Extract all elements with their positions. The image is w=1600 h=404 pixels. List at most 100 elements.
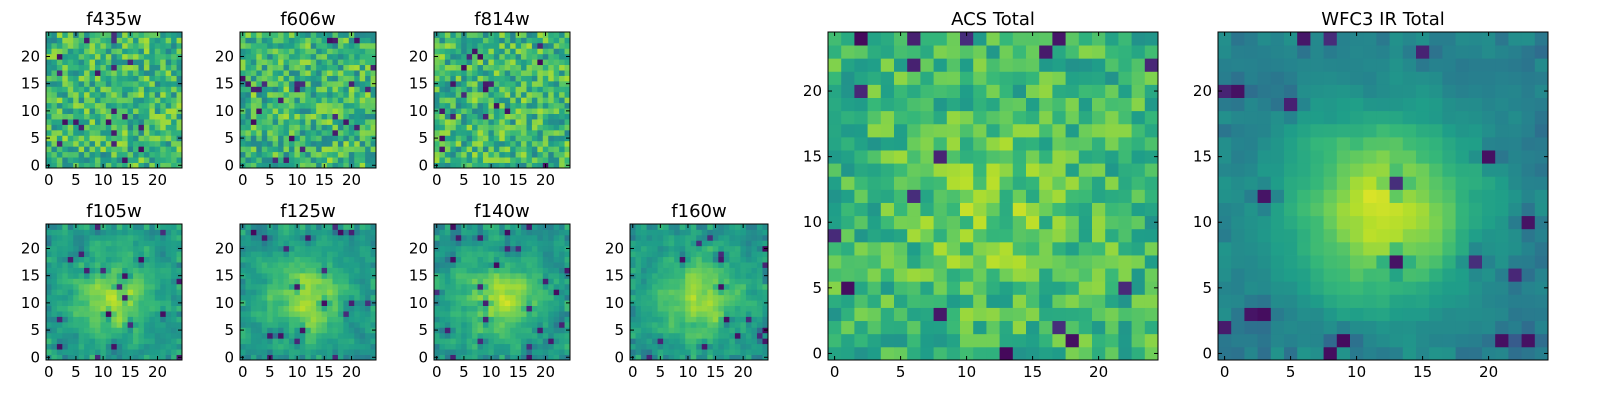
heatmap-cell [868,163,882,177]
heatmap-cell [360,32,366,38]
heatmap-cell [95,124,101,130]
heatmap-cell [171,333,177,339]
heatmap-cell [365,322,371,328]
heatmap-cell [548,70,554,76]
heatmap-cell [521,81,527,87]
heatmap-cell [494,300,500,306]
heatmap-cell [702,251,708,257]
heatmap-cell [138,124,144,130]
heatmap-cell [554,306,560,312]
heatmap-cell [106,65,112,71]
heatmap-cell [548,251,554,257]
heatmap-cell [647,273,653,279]
heatmap-cell [349,114,355,120]
heatmap-cell [322,70,328,76]
heatmap-cell [90,316,96,322]
y-tick-label: 20 [409,239,428,257]
heatmap-cell [155,273,161,279]
heatmap-cell [305,124,311,130]
heatmap-cell [300,81,306,87]
heatmap-cell [439,43,445,49]
heatmap-cell [537,54,543,60]
heatmap-cell [240,48,246,54]
heatmap-cell [526,119,532,125]
heatmap-cell [505,311,511,317]
x-tick-label: 5 [265,171,275,189]
heatmap-cell [327,54,333,60]
heatmap-cell [543,43,549,49]
heatmap-cell [526,240,532,246]
heatmap-cell [106,224,112,230]
heatmap-cell [316,157,322,163]
heatmap-cell [1013,255,1027,269]
heatmap-cell [84,92,90,98]
heatmap-cell [278,278,284,284]
heatmap-cell [149,284,155,290]
heatmap-cell [947,294,961,308]
heatmap-cell [537,311,543,317]
heatmap-cell [73,229,79,235]
heatmap-cell [461,246,467,252]
heatmap-cell [494,37,500,43]
heatmap-cell [537,300,543,306]
heatmap-cell [526,284,532,290]
heatmap-cell [100,124,106,130]
heatmap-cell [111,92,117,98]
heatmap-cell [155,37,161,43]
heatmap-cell [251,43,257,49]
heatmap-cell [713,316,719,322]
heatmap-cell [669,224,675,230]
heatmap-cell [95,278,101,284]
heatmap-cell [300,97,306,103]
heatmap-cell [652,338,658,344]
heatmap-cell [751,257,757,263]
heatmap-cell [663,349,669,355]
heatmap-cell [472,300,478,306]
heatmap-cell [641,311,647,317]
heatmap-cell [166,322,172,328]
heatmap-cell [1026,294,1040,308]
heatmap-cell [467,300,473,306]
heatmap-cell [478,262,484,268]
heatmap-cell [505,48,511,54]
heatmap-cell [696,333,702,339]
heatmap-cell [294,316,300,322]
heatmap-cell [510,157,516,163]
heatmap-cell [349,97,355,103]
x-tick-label: 15 [706,363,725,381]
heatmap-cell [79,146,85,152]
heatmap-cell [322,278,328,284]
heatmap-cell [149,289,155,295]
heatmap-cell [90,81,96,87]
heatmap-cell [505,65,511,71]
heatmap-cell [365,251,371,257]
heatmap-cell [160,295,166,301]
heatmap-cell [488,92,494,98]
heatmap-cell [499,311,505,317]
heatmap-cell [79,119,85,125]
heatmap-cell [284,278,290,284]
heatmap-cell [79,37,85,43]
heatmap-cell [854,294,868,308]
heatmap-cell [273,327,279,333]
heatmap-cell [316,59,322,65]
heatmap-cell [652,300,658,306]
heatmap-cell [311,141,317,147]
heatmap-cell [311,103,317,109]
heatmap-cell [354,108,360,114]
x-tick-label: 5 [265,363,275,381]
heatmap-cell [472,240,478,246]
heatmap-cell [669,235,675,241]
heatmap-cell [343,235,349,241]
heatmap-cell [128,76,134,82]
heatmap-cell [166,224,172,230]
heatmap-cell [461,130,467,136]
heatmap-cell [343,295,349,301]
heatmap-cell [240,86,246,92]
heatmap-cell [289,76,295,82]
heatmap-cell [62,295,68,301]
heatmap-cell [696,306,702,312]
heatmap-cell [51,262,57,268]
heatmap-cell [960,321,974,335]
